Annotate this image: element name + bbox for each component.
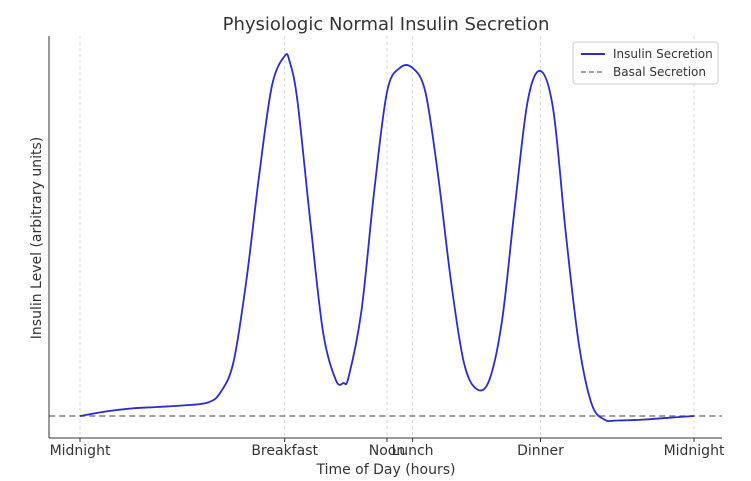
legend-label-insulin: Insulin Secretion [613, 47, 713, 61]
legend: Insulin Secretion Basal Secretion [572, 41, 719, 85]
x-tick-label: Noon [369, 443, 405, 459]
x-tick-label: Breakfast [251, 443, 318, 459]
legend-label-basal: Basal Secretion [613, 65, 706, 79]
y-axis-label: Insulin Level (arbitrary units) [29, 137, 45, 339]
x-tick-label: Dinner [517, 443, 564, 459]
series-group [49, 53, 722, 422]
x-tick-label: Lunch [392, 443, 434, 459]
series-insulin-secretion [79, 53, 695, 422]
x-tick-label: Midnight [664, 443, 725, 459]
axes [48, 36, 722, 439]
x-axis-label: Time of Day (hours) [315, 462, 455, 478]
chart-title: Physiologic Normal Insulin Secretion [223, 14, 550, 35]
x-gridlines [79, 36, 695, 438]
legend-box [572, 41, 719, 85]
x-tick-label: Midnight [50, 443, 111, 459]
